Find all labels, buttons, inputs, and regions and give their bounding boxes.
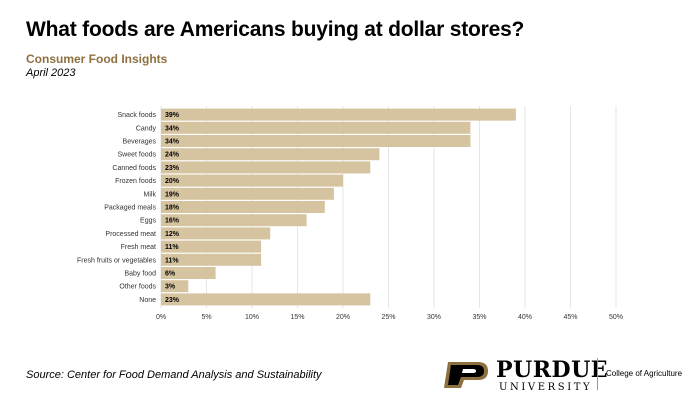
bar — [161, 174, 343, 187]
bar — [161, 293, 371, 306]
category-label: Snack foods — [117, 112, 156, 119]
bar — [161, 227, 271, 240]
x-tick-label: 45% — [563, 314, 577, 321]
data-label: 20% — [165, 178, 180, 185]
bar — [161, 161, 371, 174]
category-label: Other foods — [119, 284, 156, 291]
category-label: Fresh fruits or vegetables — [77, 257, 156, 264]
data-label: 23% — [165, 297, 180, 304]
chart-subtitle: Consumer Food Insights — [26, 52, 168, 66]
source-note: Source: Center for Food Demand Analysis … — [26, 369, 322, 381]
bar — [161, 280, 189, 293]
category-label: Processed meat — [105, 231, 156, 238]
category-label: Fresh meat — [121, 244, 156, 251]
x-tick-label: 50% — [609, 314, 623, 321]
bar — [161, 253, 262, 266]
data-label: 12% — [165, 231, 180, 238]
category-label: Sweet foods — [117, 152, 156, 159]
logo-divider — [597, 358, 598, 390]
category-label: Milk — [144, 191, 157, 198]
data-label: 11% — [165, 244, 179, 251]
bar — [161, 240, 262, 253]
data-label: 39% — [165, 112, 180, 119]
bar — [161, 135, 471, 147]
data-label: 34% — [165, 125, 180, 132]
bar — [161, 148, 380, 161]
data-label: 34% — [165, 139, 180, 146]
category-label: Canned foods — [112, 165, 156, 172]
x-tick-label: 5% — [201, 314, 211, 321]
category-label: Beverages — [123, 139, 157, 146]
bar — [161, 187, 334, 200]
category-label: Candy — [136, 125, 157, 132]
bar — [161, 201, 325, 213]
category-label: Eggs — [140, 218, 156, 225]
x-tick-label: 10% — [245, 314, 259, 321]
chart-date: April 2023 — [26, 67, 76, 79]
college-name: College of Agriculture — [606, 369, 683, 378]
logo-wordmark: PURDUE — [496, 357, 609, 383]
bar — [161, 108, 516, 121]
x-tick-label: 0% — [156, 314, 166, 321]
x-tick-label: 40% — [518, 314, 532, 321]
data-label: 11% — [165, 257, 179, 264]
x-tick-label: 20% — [336, 314, 350, 321]
bar — [161, 121, 471, 134]
data-label: 6% — [165, 271, 176, 278]
x-tick-label: 30% — [427, 314, 441, 321]
data-label: 18% — [165, 205, 180, 212]
data-label: 19% — [165, 191, 180, 198]
x-tick-label: 25% — [381, 314, 395, 321]
logo-subtext: UNIVERSITY — [499, 382, 593, 393]
category-label: Baby food — [124, 271, 156, 278]
bar — [161, 214, 307, 227]
data-label: 16% — [165, 218, 180, 225]
category-label: Frozen foods — [115, 178, 156, 185]
category-label: None — [139, 297, 156, 304]
purdue-p-logo-icon — [444, 362, 488, 388]
category-label: Packaged meals — [104, 205, 156, 212]
data-label: 3% — [165, 284, 176, 291]
data-label: 24% — [165, 152, 180, 159]
x-tick-label: 15% — [290, 314, 304, 321]
data-label: 23% — [165, 165, 180, 172]
chart-title: What foods are Americans buying at dolla… — [26, 18, 525, 41]
x-tick-label: 35% — [472, 314, 486, 321]
bar — [161, 267, 216, 279]
